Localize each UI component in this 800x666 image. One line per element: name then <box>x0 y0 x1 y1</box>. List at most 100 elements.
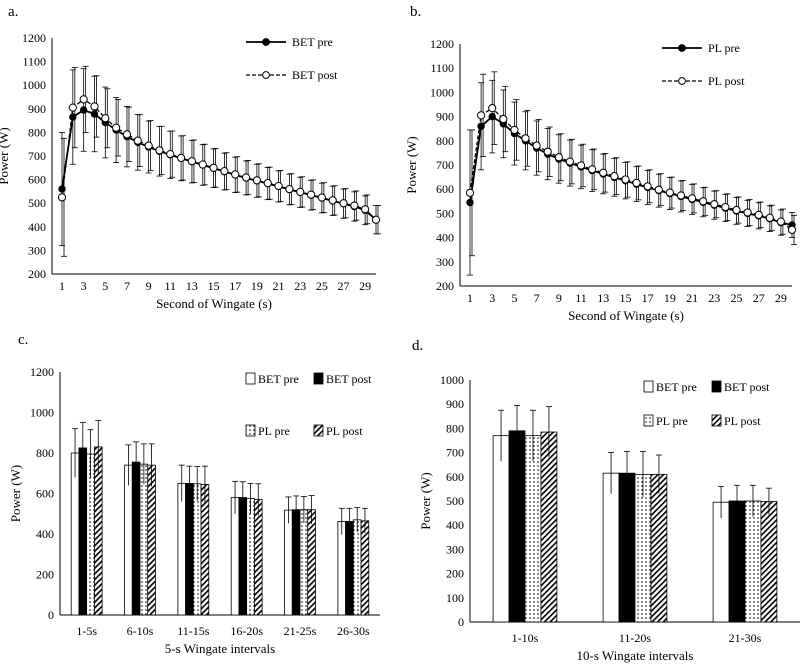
legend-swatch <box>313 424 324 437</box>
x-tick-label: 15 <box>619 291 631 305</box>
data-point <box>68 103 77 112</box>
bar <box>177 482 187 616</box>
x-tick-label: 21-25s <box>284 624 317 638</box>
data-point <box>465 188 475 197</box>
y-tick-label: 1000 <box>30 406 54 420</box>
data-point <box>610 172 619 181</box>
y-tick-label: 1200 <box>22 31 46 45</box>
x-tick-label: 29 <box>775 291 787 305</box>
series-line <box>61 108 377 221</box>
y-tick-label: 800 <box>446 421 464 435</box>
y-tick-label: 1200 <box>30 365 54 379</box>
legend-label: BET post <box>326 372 372 386</box>
bar <box>131 461 141 616</box>
y-tick-label: 1000 <box>430 85 454 99</box>
data-point <box>499 114 508 124</box>
data-point <box>576 161 586 170</box>
y-tick-label: 0 <box>48 608 54 622</box>
y-tick-label: 1100 <box>22 55 46 69</box>
data-point <box>554 153 563 162</box>
data-point <box>521 134 530 143</box>
bar <box>360 520 370 616</box>
legend-label: BET post <box>292 68 338 82</box>
data-point <box>488 112 496 121</box>
data-point <box>220 167 229 176</box>
bar <box>147 464 156 616</box>
data-point <box>621 175 630 184</box>
y-tick-label: 700 <box>28 149 46 163</box>
x-axis-title: 10-s Wingate intervals <box>577 648 694 663</box>
legend-label: BET pre <box>656 380 697 394</box>
legend-marker <box>262 38 270 46</box>
legend-label: PL pre <box>656 414 688 428</box>
bar <box>540 431 558 623</box>
data-point <box>263 179 272 188</box>
data-point <box>296 187 305 196</box>
bar <box>230 497 240 616</box>
y-tick-label: 500 <box>436 206 454 220</box>
x-tick-label: 9 <box>146 279 152 293</box>
data-point <box>198 160 207 169</box>
y-tick-label: 200 <box>36 568 54 582</box>
x-tick-label: 1-10s <box>512 631 539 645</box>
y-tick-label: 300 <box>436 255 454 269</box>
data-point <box>274 181 283 191</box>
data-point <box>306 190 316 199</box>
x-tick-label: 27 <box>753 291 765 305</box>
data-point <box>632 178 641 188</box>
x-tick-label: 13 <box>597 291 609 305</box>
legend-label: BET post <box>724 380 770 394</box>
x-tick-label: 17 <box>229 279 241 293</box>
x-tick-label: 27 <box>338 279 350 293</box>
data-point <box>252 176 261 185</box>
x-tick-label: 13 <box>186 279 198 293</box>
bar <box>712 501 730 623</box>
data-point <box>488 104 497 113</box>
data-point <box>665 188 674 197</box>
legend-label: PL post <box>724 414 761 428</box>
x-tick-label: 11-15s <box>177 624 210 638</box>
legend-label: PL post <box>326 424 363 438</box>
bar <box>246 498 255 616</box>
data-point <box>543 147 552 156</box>
y-axis-title: Power (W) <box>418 472 433 529</box>
data-point <box>361 205 370 214</box>
legend-label: PL pre <box>258 424 290 438</box>
x-tick-label: 26-30s <box>337 624 370 638</box>
data-point <box>588 165 597 174</box>
data-point <box>599 168 608 177</box>
bar <box>200 483 210 616</box>
y-tick-label: 600 <box>436 182 454 196</box>
legend-marker <box>678 44 686 52</box>
data-point <box>371 215 381 224</box>
x-tick-label: 5 <box>102 279 108 293</box>
x-tick-label: 16-20s <box>230 624 263 638</box>
y-tick-label: 400 <box>446 518 464 532</box>
y-tick-label: 0 <box>458 615 464 629</box>
x-axis-title: Second of Wingate (s) <box>156 296 272 311</box>
bar <box>337 521 347 616</box>
x-tick-label: 3 <box>81 279 87 293</box>
legend-swatch <box>313 372 324 385</box>
y-tick-label: 700 <box>436 158 454 172</box>
y-tick-label: 600 <box>28 173 46 187</box>
bar <box>492 435 510 623</box>
bar <box>728 500 746 623</box>
bar <box>124 464 133 616</box>
bar <box>307 509 316 616</box>
data-point <box>510 125 519 135</box>
y-tick-label: 100 <box>446 591 464 605</box>
data-point <box>765 213 774 222</box>
y-tick-label: 1100 <box>430 61 454 75</box>
y-tick-label: 600 <box>446 470 464 484</box>
x-tick-label: 1-5s <box>76 624 97 638</box>
y-tick-label: 1000 <box>440 373 464 387</box>
y-tick-label: 500 <box>28 196 46 210</box>
x-axis-title: Second of Wingate (s) <box>568 308 684 323</box>
data-point <box>699 197 708 206</box>
x-tick-label: 15 <box>208 279 220 293</box>
y-tick-label: 800 <box>28 125 46 139</box>
x-tick-label: 1 <box>467 291 473 305</box>
